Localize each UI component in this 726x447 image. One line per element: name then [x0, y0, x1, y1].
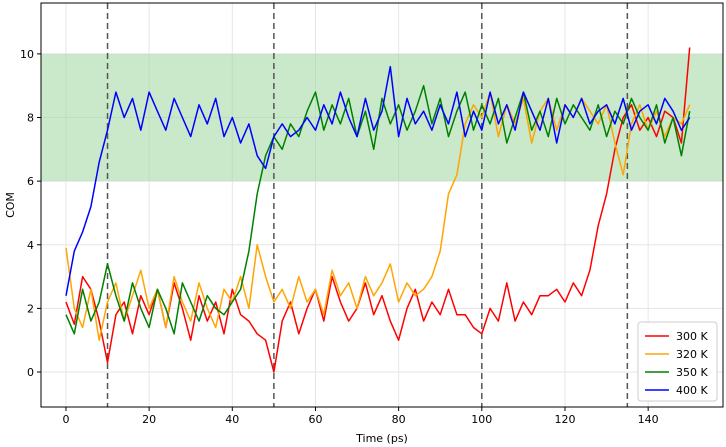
reference-vlines [106, 3, 629, 407]
legend-label: 320 K [676, 348, 708, 361]
axis-ticks: 0 20 40 60 80 100 120 140 0 2 4 6 8 10 [20, 48, 659, 426]
y-tick-label: 2 [27, 302, 34, 315]
legend-label: 350 K [676, 366, 708, 379]
legend: 300 K 320 K 350 K 400 K [637, 321, 718, 402]
x-tick-label: 100 [471, 413, 492, 426]
y-axis-label: COM [4, 192, 17, 218]
x-tick-label: 120 [554, 413, 575, 426]
y-tick-label: 10 [20, 48, 34, 61]
y-tick-label: 4 [27, 239, 34, 252]
x-tick-label: 80 [392, 413, 406, 426]
x-tick-label: 20 [142, 413, 156, 426]
x-tick-label: 0 [62, 413, 69, 426]
series-line-350-k [65, 84, 691, 335]
series-line-400-k [65, 65, 691, 296]
plot-frame [40, 2, 724, 408]
series-lines [65, 47, 691, 373]
series-line-320-k [65, 91, 691, 341]
legend-box [637, 321, 718, 402]
legend-label: 300 K [676, 330, 708, 343]
y-tick-label: 0 [27, 366, 34, 379]
legend-label: 400 K [676, 384, 708, 397]
x-tick-label: 40 [225, 413, 239, 426]
x-tick-label: 140 [638, 413, 659, 426]
x-tick-label: 60 [308, 413, 322, 426]
x-axis-label: Time (ps) [355, 432, 408, 445]
y-tick-label: 6 [27, 175, 34, 188]
y-tick-label: 8 [27, 112, 34, 125]
